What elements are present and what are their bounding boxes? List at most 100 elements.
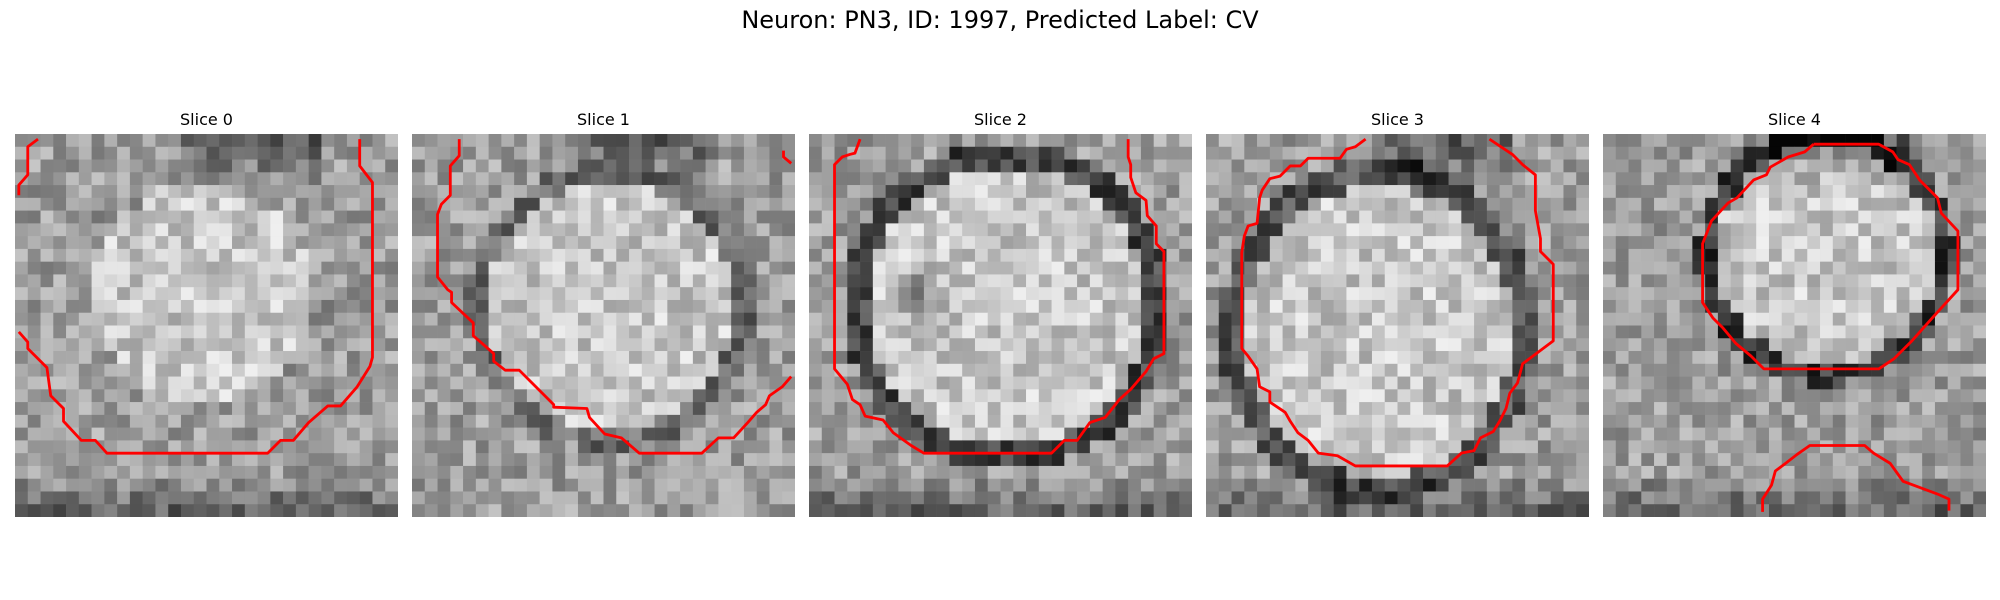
slice-pixel [1371, 453, 1385, 467]
slice-pixel [962, 223, 976, 237]
slice-pixel [104, 478, 118, 492]
slice-pixel [936, 197, 950, 211]
slice-pixel [501, 223, 515, 237]
slice-pixel [1257, 440, 1271, 454]
slice-pixel [949, 248, 963, 262]
slice-pixel [1858, 287, 1872, 301]
slice-pixel [91, 453, 105, 467]
slice-pixel [1537, 504, 1551, 517]
slice-pixel [1077, 338, 1091, 352]
slice-pixel [718, 185, 732, 199]
slice-pixel [1435, 287, 1449, 301]
slice-pixel [206, 312, 220, 326]
slice-pixel [1794, 134, 1808, 148]
slice-pixel [718, 172, 732, 186]
slice-pixel [1206, 414, 1220, 428]
slice-pixel [1308, 504, 1322, 517]
slice-pixel [680, 402, 694, 416]
slice-pixel [1666, 389, 1680, 403]
slice-pixel [1013, 248, 1027, 262]
slice-pixel [1666, 376, 1680, 390]
slice-pixel [91, 299, 105, 313]
slice-pixel [1115, 465, 1129, 479]
slice-pixel [872, 504, 886, 517]
slice-pixel [1654, 146, 1668, 160]
slice-pixel [834, 274, 848, 288]
slice-pixel [1474, 325, 1488, 339]
slice-pixel [1603, 427, 1617, 441]
slice-pixel [1743, 197, 1757, 211]
slice-pixel [821, 389, 835, 403]
slice-pixel [1077, 325, 1091, 339]
slice-pixel [1705, 338, 1719, 352]
slice-pixel [1654, 491, 1668, 505]
slice-pixel [206, 261, 220, 275]
slice-pixel [565, 287, 579, 301]
slice-pixel [1794, 504, 1808, 517]
slice-pixel [1666, 159, 1680, 173]
slice-pixel [692, 453, 706, 467]
slice-pixel [1153, 159, 1167, 173]
slice-pixel [129, 287, 143, 301]
slice-pixel [1896, 287, 1910, 301]
slice-pixel [821, 197, 835, 211]
slice-pixel [155, 440, 169, 454]
slice-pixel [270, 453, 284, 467]
slice-pixel [1115, 414, 1129, 428]
slice-pixel [27, 223, 41, 237]
slice-pixel [1333, 325, 1347, 339]
slice-pixel [860, 172, 874, 186]
slice-pixel [1474, 389, 1488, 403]
slice-pixel [1845, 465, 1859, 479]
slice-pixel [346, 338, 360, 352]
slice-pixel [539, 504, 553, 517]
slice-pixel [1295, 299, 1309, 313]
slice-pixel [1051, 146, 1065, 160]
slice-pixel [1435, 223, 1449, 237]
slice-pixel [40, 236, 54, 250]
slice-pixel [295, 248, 309, 262]
slice-pixel [488, 402, 502, 416]
slice-pixel [603, 223, 617, 237]
slice-pixel [1794, 427, 1808, 441]
slice-pixel [1448, 146, 1462, 160]
slice-pixel [206, 338, 220, 352]
slice-pixel [565, 363, 579, 377]
slice-pixel [232, 185, 246, 199]
slice-pixel [1000, 491, 1014, 505]
slice-pixel [1206, 134, 1220, 148]
slice-pixel [911, 491, 925, 505]
slice-pixel [1563, 376, 1577, 390]
slice-pixel [949, 312, 963, 326]
slice-pixel [1794, 312, 1808, 326]
slice-pixel [1537, 185, 1551, 199]
slice-pixel [1499, 236, 1513, 250]
slice-pixel [1615, 248, 1629, 262]
slice-pixel [718, 478, 732, 492]
slice-pixel [680, 351, 694, 365]
slice-pixel [1013, 325, 1027, 339]
slice-pixel [1679, 414, 1693, 428]
slice-pixel [385, 274, 398, 288]
slice-pixel [1257, 287, 1271, 301]
slice-pixel [974, 134, 988, 148]
slice-pixel [1550, 389, 1564, 403]
slice-pixel [412, 197, 426, 211]
slice-pixel [667, 504, 681, 517]
slice-pixel [359, 402, 373, 416]
slice-pixel [1705, 351, 1719, 365]
slice-pixel [974, 172, 988, 186]
slice-pixel [66, 274, 80, 288]
slice-pixel [860, 287, 874, 301]
slice-pixel [911, 389, 925, 403]
slice-pixel [1768, 287, 1782, 301]
slice-pixel [295, 465, 309, 479]
slice-pixel [743, 299, 757, 313]
slice-pixel [756, 274, 770, 288]
slice-pixel [1282, 248, 1296, 262]
slice-pixel [809, 338, 823, 352]
slice-pixel [667, 363, 681, 377]
slice-pixel [809, 197, 823, 211]
slice-pixel [821, 299, 835, 313]
slice-pixel [1333, 363, 1347, 377]
